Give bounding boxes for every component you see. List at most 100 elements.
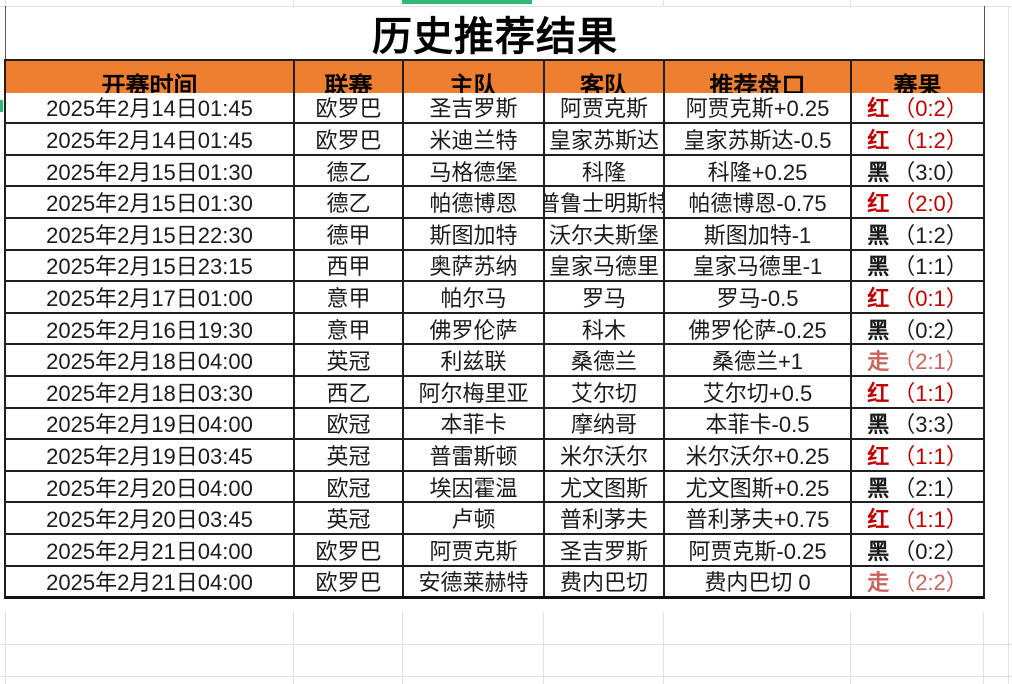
cell-home-team[interactable]: 圣吉罗斯 — [404, 92, 543, 123]
cell-result[interactable]: 黑 （3:3） — [852, 408, 983, 439]
cell-time[interactable]: 2025年2月16日19:30 — [6, 313, 293, 344]
cell-result[interactable]: 黑 （1:1） — [852, 250, 983, 281]
cell-league[interactable]: 欧罗巴 — [295, 124, 402, 154]
cell-time[interactable]: 2025年2月17日01:00 — [6, 282, 293, 312]
cell-away-team[interactable]: 科隆 — [545, 155, 663, 186]
cell-league[interactable]: 意甲 — [295, 313, 402, 344]
cell-league[interactable]: 德乙 — [295, 187, 402, 217]
cell-handicap[interactable]: 罗马-0.5 — [665, 282, 850, 312]
cell-league[interactable]: 德乙 — [295, 155, 402, 186]
cell-home-team[interactable]: 本菲卡 — [404, 408, 543, 439]
cell-home-team[interactable]: 米迪兰特 — [404, 124, 543, 154]
title-cell[interactable]: 历史推荐结果 — [5, 6, 985, 60]
cell-result[interactable]: 走 （2:1） — [852, 345, 983, 375]
cell-away-team[interactable]: 桑德兰 — [545, 345, 663, 375]
cell-home-team[interactable]: 奥萨苏纳 — [404, 250, 543, 281]
cell-home-team[interactable]: 帕德博恩 — [404, 187, 543, 217]
cell-time[interactable]: 2025年2月18日03:30 — [6, 376, 293, 407]
cell-league[interactable]: 西甲 — [295, 250, 402, 281]
cell-away-team[interactable]: 圣吉罗斯 — [545, 534, 663, 565]
gridline — [1008, 6, 1009, 684]
cell-time[interactable]: 2025年2月19日04:00 — [6, 408, 293, 439]
cell-away-team[interactable]: 普利茅夫 — [545, 503, 663, 533]
cell-result[interactable]: 红 （1:1） — [852, 376, 983, 407]
cell-away-team[interactable]: 艾尔切 — [545, 376, 663, 407]
cell-handicap[interactable]: 米尔沃尔+0.25 — [665, 440, 850, 470]
cell-league[interactable]: 欧罗巴 — [295, 92, 402, 123]
cell-away-team[interactable]: 尤文图斯 — [545, 471, 663, 502]
cell-home-team[interactable]: 帕尔马 — [404, 282, 543, 312]
cell-handicap[interactable]: 桑德兰+1 — [665, 345, 850, 375]
cell-league[interactable]: 欧罗巴 — [295, 566, 402, 597]
cell-home-team[interactable]: 普雷斯顿 — [404, 440, 543, 470]
cell-home-team[interactable]: 阿尔梅里亚 — [404, 376, 543, 407]
cell-time[interactable]: 2025年2月14日01:45 — [6, 124, 293, 154]
cell-away-team[interactable]: 科木 — [545, 313, 663, 344]
cell-away-team[interactable]: 费内巴切 — [545, 566, 663, 597]
cell-away-team[interactable]: 阿贾克斯 — [545, 92, 663, 123]
cell-away-team[interactable]: 摩纳哥 — [545, 408, 663, 439]
cell-away-team[interactable]: 皇家苏斯达 — [545, 124, 663, 154]
cell-time[interactable]: 2025年2月15日22:30 — [6, 218, 293, 249]
cell-time[interactable]: 2025年2月14日01:45 — [6, 92, 293, 123]
cell-handicap[interactable]: 阿贾克斯-0.25 — [665, 534, 850, 565]
cell-away-team[interactable]: 沃尔夫斯堡 — [545, 218, 663, 249]
cell-league[interactable]: 英冠 — [295, 345, 402, 375]
cell-handicap[interactable]: 斯图加特-1 — [665, 218, 850, 249]
cell-handicap[interactable]: 尤文图斯+0.25 — [665, 471, 850, 502]
cell-handicap[interactable]: 费内巴切 0 — [665, 566, 850, 597]
cell-result[interactable]: 红 （2:0） — [852, 187, 983, 217]
cell-league[interactable]: 欧冠 — [295, 408, 402, 439]
cell-time[interactable]: 2025年2月15日23:15 — [6, 250, 293, 281]
cell-result[interactable]: 黑 （0:2） — [852, 534, 983, 565]
cell-time[interactable]: 2025年2月20日03:45 — [6, 503, 293, 533]
cell-handicap[interactable]: 本菲卡-0.5 — [665, 408, 850, 439]
cell-handicap[interactable]: 艾尔切+0.5 — [665, 376, 850, 407]
cell-result[interactable]: 红 （1:2） — [852, 124, 983, 154]
cell-away-team[interactable]: 普鲁士明斯特 — [545, 187, 663, 217]
cell-handicap[interactable]: 皇家马德里-1 — [665, 250, 850, 281]
cell-result[interactable]: 黑 （3:0） — [852, 155, 983, 186]
cell-away-team[interactable]: 罗马 — [545, 282, 663, 312]
cell-time[interactable]: 2025年2月21日04:00 — [6, 534, 293, 565]
cell-time[interactable]: 2025年2月20日04:00 — [6, 471, 293, 502]
cell-result[interactable]: 红 （1:1） — [852, 503, 983, 533]
cell-result[interactable]: 红 （1:1） — [852, 440, 983, 470]
cell-league[interactable]: 英冠 — [295, 440, 402, 470]
results-table: 开赛时间 联赛 主队 客队 推荐盘口 赛果 2025年2月14日01:45 欧罗… — [4, 59, 985, 600]
cell-league[interactable]: 欧冠 — [295, 471, 402, 502]
cell-handicap[interactable]: 皇家苏斯达-0.5 — [665, 124, 850, 154]
cell-handicap[interactable]: 帕德博恩-0.75 — [665, 187, 850, 217]
cell-result[interactable]: 黑 （0:2） — [852, 313, 983, 344]
cell-away-team[interactable]: 皇家马德里 — [545, 250, 663, 281]
result-outcome: 红 — [867, 285, 890, 311]
cell-league[interactable]: 德甲 — [295, 218, 402, 249]
cell-away-team[interactable]: 米尔沃尔 — [545, 440, 663, 470]
cell-home-team[interactable]: 佛罗伦萨 — [404, 313, 543, 344]
cell-home-team[interactable]: 安德莱赫特 — [404, 566, 543, 597]
cell-handicap[interactable]: 阿贾克斯+0.25 — [665, 92, 850, 123]
cell-time[interactable]: 2025年2月18日04:00 — [6, 345, 293, 375]
cell-home-team[interactable]: 斯图加特 — [404, 218, 543, 249]
cell-home-team[interactable]: 卢顿 — [404, 503, 543, 533]
cell-handicap[interactable]: 佛罗伦萨-0.25 — [665, 313, 850, 344]
cell-handicap[interactable]: 科隆+0.25 — [665, 155, 850, 186]
cell-result[interactable]: 黑 （2:1） — [852, 471, 983, 502]
cell-league[interactable]: 欧罗巴 — [295, 534, 402, 565]
cell-league[interactable]: 意甲 — [295, 282, 402, 312]
cell-result[interactable]: 红 （0:1） — [852, 282, 983, 312]
cell-home-team[interactable]: 阿贾克斯 — [404, 534, 543, 565]
cell-result[interactable]: 红 （0:2） — [852, 92, 983, 123]
cell-handicap[interactable]: 普利茅夫+0.75 — [665, 503, 850, 533]
cell-league[interactable]: 西乙 — [295, 376, 402, 407]
cell-league[interactable]: 英冠 — [295, 503, 402, 533]
cell-result[interactable]: 黑 （1:2） — [852, 218, 983, 249]
cell-time[interactable]: 2025年2月19日03:45 — [6, 440, 293, 470]
cell-home-team[interactable]: 埃因霍温 — [404, 471, 543, 502]
cell-time[interactable]: 2025年2月21日04:00 — [6, 566, 293, 597]
cell-time[interactable]: 2025年2月15日01:30 — [6, 187, 293, 217]
cell-home-team[interactable]: 马格德堡 — [404, 155, 543, 186]
cell-result[interactable]: 走 （2:2） — [852, 566, 983, 597]
cell-home-team[interactable]: 利兹联 — [404, 345, 543, 375]
cell-time[interactable]: 2025年2月15日01:30 — [6, 155, 293, 186]
